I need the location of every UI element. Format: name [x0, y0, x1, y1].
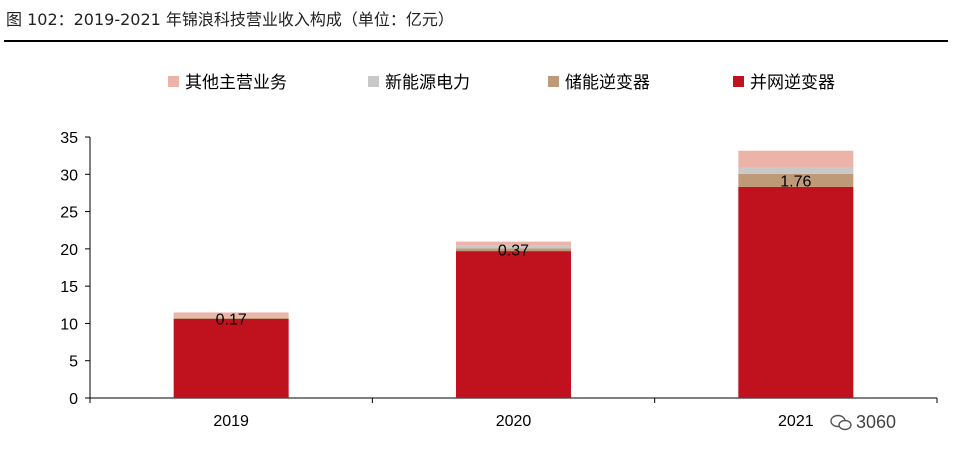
bar-segment-其他主营业务	[456, 241, 571, 246]
y-tick-label: 35	[60, 130, 78, 147]
y-tick-label: 10	[60, 316, 78, 333]
bar-segment-储能逆变器	[456, 248, 571, 252]
x-tick-label: 2020	[496, 413, 532, 430]
x-tick-label: 2021	[778, 413, 814, 430]
legend-label: 储能逆变器	[565, 73, 650, 93]
legend-label: 并网逆变器	[750, 73, 835, 93]
y-tick-label: 20	[60, 242, 78, 259]
data-label: 0.37	[498, 243, 529, 260]
chart-title: 图 102：2019-2021 年锦浪科技营业收入构成（单位：亿元）	[6, 10, 454, 29]
y-tick-label: 15	[60, 279, 78, 296]
bar-segment-其他主营业务	[173, 312, 289, 317]
watermark-text: 3060	[856, 412, 897, 432]
data-label: 0.17	[216, 311, 247, 328]
y-tick-label: 0	[69, 391, 78, 408]
bar-segment-并网逆变器	[456, 251, 571, 398]
watermark: 3060	[830, 412, 896, 433]
y-tick-label: 5	[69, 354, 78, 371]
bar-segment-新能源电力	[738, 167, 854, 174]
legend-swatch	[168, 76, 179, 87]
legend-label: 新能源电力	[385, 73, 470, 93]
y-tick-label: 25	[60, 205, 78, 222]
y-tick-label: 30	[60, 167, 78, 184]
bar-segment-储能逆变器	[738, 173, 854, 187]
bar-segment-并网逆变器	[173, 318, 289, 398]
legend-swatch	[548, 76, 559, 87]
legend-swatch	[368, 76, 379, 87]
bar-segment-新能源电力	[173, 316, 289, 318]
x-tick-label: 2019	[213, 413, 249, 430]
bar-segment-其他主营业务	[738, 150, 854, 168]
title-rule	[4, 40, 948, 42]
data-label: 1.76	[780, 173, 811, 190]
chat-bubble-icon	[830, 414, 852, 430]
legend-label: 其他主营业务	[185, 73, 287, 93]
bar-segment-新能源电力	[456, 245, 571, 249]
bar-segment-并网逆变器	[738, 186, 854, 398]
legend-swatch	[733, 76, 744, 87]
bar-segment-储能逆变器	[173, 317, 289, 319]
